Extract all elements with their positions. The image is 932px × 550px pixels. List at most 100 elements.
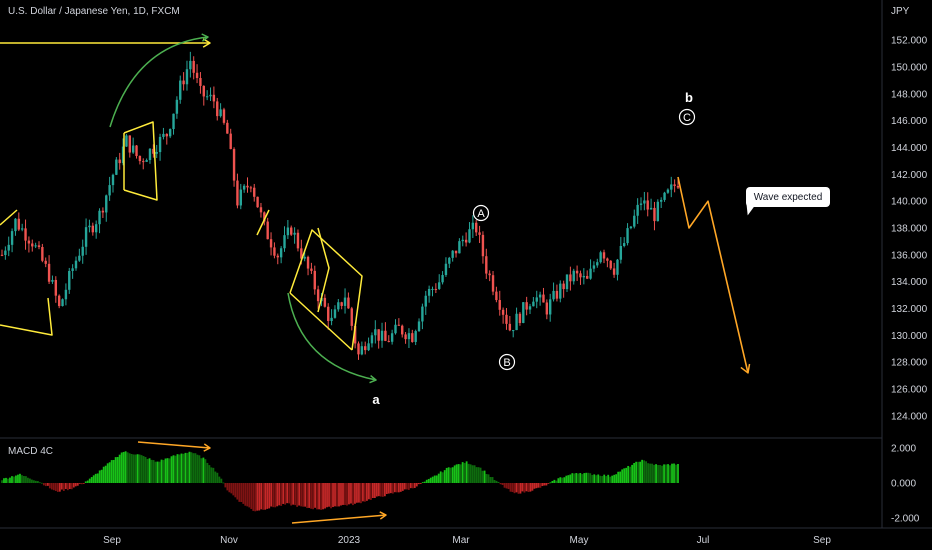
candle-body bbox=[552, 290, 555, 300]
candle-body bbox=[575, 270, 579, 274]
macd-bar bbox=[483, 470, 486, 483]
macd-bar bbox=[86, 480, 89, 483]
macd-bar bbox=[605, 476, 608, 483]
candle-body bbox=[68, 270, 71, 290]
green-arc-bottom bbox=[287, 292, 377, 381]
candle-body bbox=[31, 243, 34, 247]
macd-bar bbox=[52, 483, 55, 491]
macd-bar bbox=[346, 483, 348, 506]
macd-bar bbox=[551, 480, 554, 483]
macd-divergence-top bbox=[137, 441, 211, 449]
candle-body bbox=[226, 122, 229, 134]
macd-bar bbox=[338, 483, 340, 507]
candle-body bbox=[384, 330, 387, 341]
price-tick-label: 128.000 bbox=[891, 358, 928, 369]
price-tick-label: 150.000 bbox=[891, 62, 928, 73]
macd-bar bbox=[461, 462, 464, 483]
candle-body bbox=[286, 227, 290, 236]
macd-bar bbox=[114, 457, 117, 483]
macd-bar bbox=[7, 478, 9, 483]
price-tick-label: 152.000 bbox=[891, 36, 928, 47]
candle-body bbox=[152, 148, 155, 154]
macd-bar bbox=[623, 468, 626, 483]
macd-bar bbox=[467, 463, 470, 483]
price-tick-label: 148.000 bbox=[891, 89, 928, 100]
macd-bar bbox=[593, 474, 596, 483]
macd-bar bbox=[188, 451, 191, 483]
candle-body bbox=[649, 207, 653, 210]
macd-bar bbox=[425, 479, 428, 483]
candle-body bbox=[481, 234, 485, 257]
macd-bar bbox=[286, 483, 289, 504]
macd-bar bbox=[669, 465, 671, 483]
time-tick-label: Sep bbox=[813, 535, 831, 546]
candle-body bbox=[47, 263, 51, 282]
macd-bar bbox=[649, 463, 651, 483]
macd-bar bbox=[393, 483, 396, 493]
macd-bar bbox=[675, 464, 677, 483]
macd-bar bbox=[296, 483, 299, 507]
macd-bar bbox=[389, 483, 392, 494]
candle-body bbox=[24, 228, 27, 241]
macd-bar bbox=[274, 483, 277, 508]
macd-bar bbox=[312, 483, 314, 510]
macd-bar bbox=[539, 483, 542, 488]
candle-body bbox=[464, 239, 468, 243]
candle-body bbox=[296, 232, 300, 249]
macd-bar bbox=[282, 483, 285, 504]
candle-body bbox=[454, 250, 458, 254]
macd-bar bbox=[487, 474, 490, 483]
macd-bar bbox=[302, 483, 305, 507]
macd-bar bbox=[447, 467, 450, 483]
candle-body bbox=[182, 80, 185, 85]
macd-bar bbox=[266, 483, 269, 509]
macd-bar bbox=[421, 482, 424, 483]
macd-bar bbox=[627, 465, 630, 483]
candle-body bbox=[444, 263, 448, 276]
wave-B-label: B bbox=[503, 357, 510, 369]
macd-bar bbox=[232, 483, 235, 496]
macd-bar bbox=[383, 483, 386, 497]
candle-body bbox=[7, 244, 10, 251]
candle-body bbox=[488, 273, 491, 276]
macd-bar bbox=[9, 477, 11, 483]
candle-body bbox=[478, 232, 481, 235]
macd-bar bbox=[48, 483, 51, 489]
candle-body bbox=[229, 133, 232, 150]
macd-bar bbox=[290, 483, 293, 506]
macd-bar bbox=[5, 477, 7, 483]
macd-bar bbox=[471, 465, 474, 483]
macd-bar bbox=[192, 453, 195, 483]
candle-body bbox=[138, 155, 142, 162]
macd-bar bbox=[677, 463, 679, 483]
candle-body bbox=[209, 94, 212, 97]
macd-bar bbox=[98, 470, 101, 483]
macd-bar bbox=[655, 464, 657, 483]
macd-bar bbox=[663, 464, 665, 483]
macd-bar bbox=[170, 456, 173, 483]
candle-body bbox=[61, 299, 64, 307]
wave-expected-callout: Wave expected bbox=[746, 187, 830, 207]
candle-body bbox=[185, 69, 189, 85]
candle-body bbox=[438, 282, 441, 289]
macd-bar bbox=[268, 483, 271, 509]
macd-bar bbox=[242, 483, 245, 504]
macd-bar bbox=[158, 461, 161, 483]
candle-body bbox=[673, 184, 676, 186]
macd-bar bbox=[433, 475, 436, 483]
macd-bar bbox=[116, 457, 119, 483]
candle-body bbox=[390, 333, 394, 342]
candle-body bbox=[10, 231, 14, 245]
macd-bar bbox=[581, 474, 584, 483]
macd-bar bbox=[74, 483, 77, 487]
macd-bar bbox=[549, 482, 552, 484]
macd-bar bbox=[216, 472, 219, 483]
macd-bar bbox=[168, 458, 171, 483]
candle-body bbox=[115, 159, 118, 175]
candle-body bbox=[216, 101, 219, 117]
macd-bar bbox=[318, 483, 320, 510]
candle-body bbox=[646, 200, 649, 210]
macd-bar bbox=[224, 483, 227, 488]
macd-bar bbox=[559, 477, 562, 483]
macd-bar bbox=[615, 474, 618, 483]
